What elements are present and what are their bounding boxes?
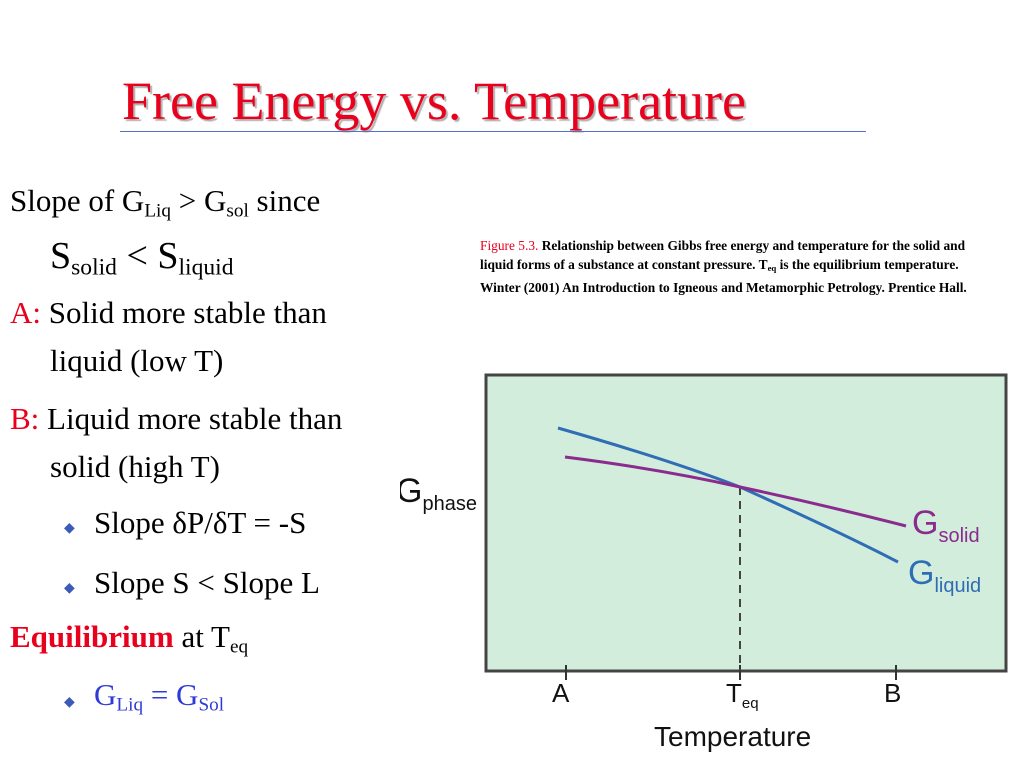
diamond-bullet-icon: ◆ — [64, 694, 75, 710]
tick-label-teq: Teq — [726, 678, 759, 712]
caption-text: is the equilibrium temperature. Winter (… — [480, 257, 967, 296]
text: = G — [143, 677, 199, 712]
point-a-continuation: liquid (low T) — [50, 343, 224, 378]
text: S — [50, 235, 72, 277]
point-b-line: B: Liquid more stable than — [10, 401, 343, 436]
diamond-bullet-icon: ◆ — [64, 520, 75, 536]
bullet-slope-derivative: Slope δP/δT = -S — [94, 505, 307, 540]
caption-lead: Figure 5.3. — [480, 238, 539, 253]
x-axis-label: Temperature — [654, 721, 811, 752]
caption-subscript: eq — [767, 263, 777, 274]
figure-caption: Figure 5.3. Relationship between Gibbs f… — [480, 236, 988, 297]
bullet-equality: GLiq = GSol — [94, 677, 225, 716]
point-b-label: B: — [10, 401, 40, 436]
subscript: Liq — [116, 694, 144, 716]
equilibrium-line: Equilibrium at Teq — [10, 619, 249, 658]
tick-label-a: A — [552, 678, 570, 708]
point-a-label: A: — [10, 295, 41, 330]
bullet-slope-comparison: Slope S < Slope L — [94, 565, 320, 600]
slide-title: Free Energy vs. Temperature — [122, 71, 747, 131]
subscript: liquid — [178, 254, 234, 281]
free-energy-diagram: Gphase Gsolid Gliquid A Teq B Temperatur… — [400, 373, 1008, 752]
point-a-text: Solid more stable than — [41, 295, 327, 330]
point-b-continuation: solid (high T) — [50, 449, 220, 484]
text: since — [248, 183, 321, 218]
text: > G — [171, 183, 227, 218]
slope-line-2: Ssolid < Sliquid — [50, 235, 234, 282]
text: G — [94, 677, 117, 712]
title-underline — [120, 131, 866, 132]
caption-text: Relationship between Gibbs free energy a… — [480, 238, 966, 272]
point-a-line: A: Solid more stable than — [10, 295, 327, 330]
g-solid-curve — [564, 455, 907, 528]
slope-line-1: Slope of GLiq > Gsol since — [10, 183, 321, 222]
subscript: solid — [71, 254, 117, 281]
tick-label-b: B — [884, 678, 901, 708]
text: Slope of G — [10, 183, 145, 218]
plot-area — [484, 373, 1008, 673]
g-liquid-label: Gliquid — [908, 554, 981, 597]
subscript: Sol — [198, 694, 225, 716]
subscript: sol — [226, 200, 249, 222]
text: < S — [116, 235, 179, 277]
diamond-bullet-icon: ◆ — [64, 580, 75, 596]
subscript: eq — [229, 636, 249, 658]
point-b-text: Liquid more stable than — [39, 401, 343, 436]
y-axis-label: Gphase — [400, 472, 477, 515]
text: at T — [173, 619, 230, 654]
equilibrium-label: Equilibrium — [10, 619, 174, 654]
subscript: Liq — [144, 200, 171, 222]
g-solid-label: Gsolid — [912, 504, 980, 547]
